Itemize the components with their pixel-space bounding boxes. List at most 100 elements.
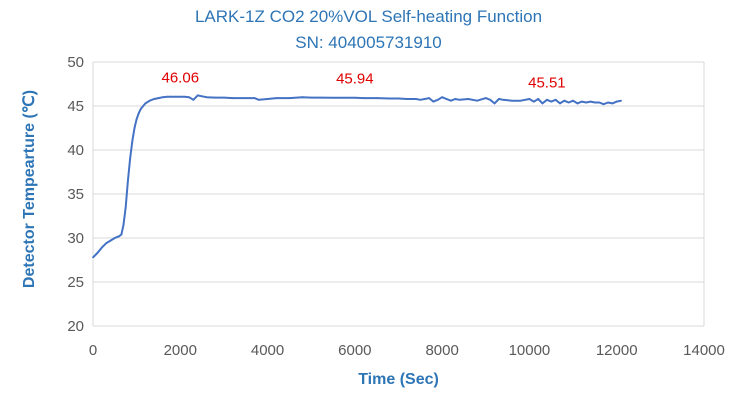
y-tick-label: 35 — [67, 186, 84, 203]
data-point — [231, 97, 234, 99]
data-point — [157, 97, 160, 99]
data-point — [353, 96, 356, 99]
data-point — [257, 98, 260, 101]
data-point — [148, 99, 151, 102]
data-point — [436, 98, 439, 101]
data-point — [288, 97, 291, 99]
data-point — [493, 102, 496, 105]
data-point — [375, 97, 378, 99]
data-point — [620, 99, 622, 102]
data-point — [127, 179, 129, 182]
data-point — [467, 98, 470, 100]
data-point — [266, 98, 269, 100]
data-point — [611, 102, 614, 105]
data-point — [201, 95, 204, 98]
data-point — [120, 233, 123, 236]
x-tick-label: 0 — [89, 342, 97, 359]
data-point — [362, 97, 365, 99]
data-point — [502, 98, 505, 101]
data-point — [275, 97, 278, 99]
data-point — [129, 157, 131, 160]
data-point — [511, 99, 513, 102]
x-tick-label: 10000 — [509, 342, 551, 359]
data-point — [253, 97, 256, 99]
data-point — [223, 96, 225, 99]
data-point — [445, 98, 448, 100]
y-tick-label: 20 — [67, 318, 84, 335]
data-point — [532, 100, 535, 103]
data-point — [541, 102, 544, 105]
y-axis-label: Detector Tempearture (℃) — [21, 89, 38, 289]
data-point — [161, 96, 164, 99]
data-point — [153, 98, 156, 100]
data-point — [419, 98, 422, 101]
data-point — [319, 96, 321, 99]
data-point — [131, 140, 134, 143]
x-tick-label: 2000 — [164, 342, 197, 359]
y-tick-label: 30 — [67, 230, 84, 247]
data-point — [454, 98, 457, 100]
x-tick-label: 6000 — [338, 342, 371, 359]
data-point — [175, 95, 177, 98]
data-point — [585, 101, 588, 104]
data-point — [550, 100, 553, 103]
x-axis-label: Time (Sec) — [358, 371, 439, 388]
data-point — [576, 102, 579, 105]
data-point — [476, 99, 478, 102]
data-point — [92, 256, 94, 259]
data-point — [441, 96, 444, 99]
data-point — [484, 97, 487, 99]
data-point — [301, 96, 304, 99]
y-tick-label: 40 — [67, 142, 84, 159]
data-point — [332, 96, 334, 99]
data-point — [397, 97, 400, 100]
data-point — [109, 239, 112, 242]
data-point — [170, 95, 173, 98]
data-point — [122, 223, 125, 226]
series-line — [92, 94, 622, 259]
data-point — [567, 101, 570, 104]
data-point — [559, 102, 561, 105]
data-point — [580, 100, 583, 103]
x-tick-label: 12000 — [596, 342, 638, 359]
data-point — [602, 103, 605, 106]
data-point — [192, 98, 195, 101]
x-tick-label: 8000 — [425, 342, 458, 359]
data-point — [135, 118, 138, 121]
data-point — [345, 96, 348, 99]
data-point — [449, 99, 452, 102]
data-label: 45.51 — [528, 75, 566, 92]
data-point — [432, 100, 435, 103]
data-point — [415, 98, 417, 100]
data-point — [497, 98, 500, 100]
data-point — [133, 127, 136, 129]
data-point — [615, 100, 618, 103]
x-tick-label: 14000 — [683, 342, 725, 359]
data-point — [179, 95, 182, 98]
data-point — [593, 101, 596, 104]
data-point — [137, 112, 140, 114]
data-point — [244, 97, 247, 99]
data-point — [545, 98, 548, 101]
data-point — [113, 237, 116, 239]
data-point — [116, 236, 118, 239]
data-point — [310, 96, 313, 99]
y-tick-label: 50 — [67, 54, 84, 71]
data-point — [528, 98, 531, 100]
x-tick-label: 4000 — [251, 342, 284, 359]
data-point — [489, 98, 492, 101]
data-point — [105, 242, 107, 245]
data-point — [423, 98, 426, 100]
chart-title: LARK-1Z CO2 20%VOL Self-heating Function — [194, 7, 543, 26]
data-point — [183, 95, 186, 98]
data-point — [188, 96, 190, 99]
data-point — [388, 97, 391, 100]
data-point — [458, 98, 461, 101]
data-label: 46.06 — [162, 70, 200, 87]
chart-subtitle: SN: 404005731910 — [295, 33, 442, 52]
y-tick-label: 25 — [67, 274, 84, 291]
data-point — [589, 100, 592, 103]
data-point — [118, 235, 121, 238]
